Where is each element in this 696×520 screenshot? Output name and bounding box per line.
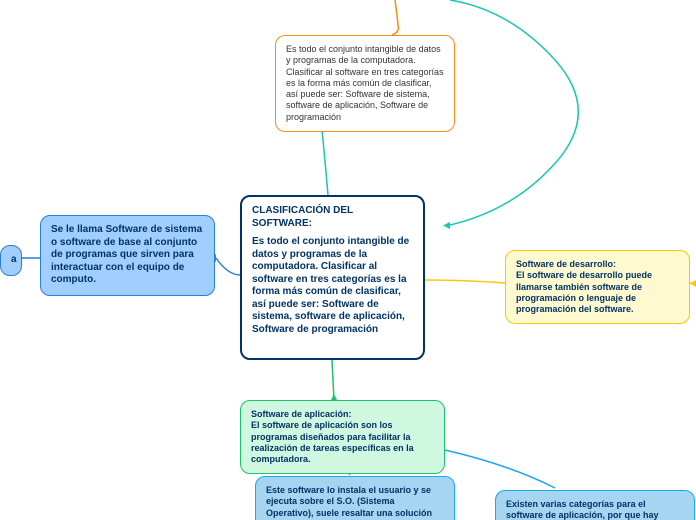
node-text: Es todo el conjunto intangible de datos … [286,44,444,122]
node-text: Existen varias categorías para el softwa… [506,499,659,520]
node-title: Software de aplicación: [251,409,434,420]
node-body: Es todo el conjunto intangible de datos … [252,236,413,336]
node-text: Se le llama Software de sistema o softwa… [51,224,202,285]
node-bottom-categorias: Existen varias categorías para el softwa… [495,490,695,520]
node-body: El software de desarrollo puede llamarse… [516,270,679,315]
node-bottom-install: Este software lo instala el usuario y se… [255,476,455,520]
node-body: El software de aplicación son los progra… [251,420,434,465]
node-center-main: CLASIFICACIÓN DEL SOFTWARE: Es todo el c… [240,195,425,360]
node-left-sistema: Se le llama Software de sistema o softwa… [40,215,215,296]
node-top-intro: Es todo el conjunto intangible de datos … [275,35,455,132]
node-bottom-aplicacion: Software de aplicación: El software de a… [240,400,445,474]
node-left-edge: a [0,245,22,276]
node-title: Software de desarrollo: [516,259,679,270]
node-title: CLASIFICACIÓN DEL SOFTWARE: [252,205,413,230]
node-text: Este software lo instala el usuario y se… [266,485,437,520]
node-text: a [11,254,17,265]
node-right-desarrollo: Software de desarrollo: El software de d… [505,250,690,324]
